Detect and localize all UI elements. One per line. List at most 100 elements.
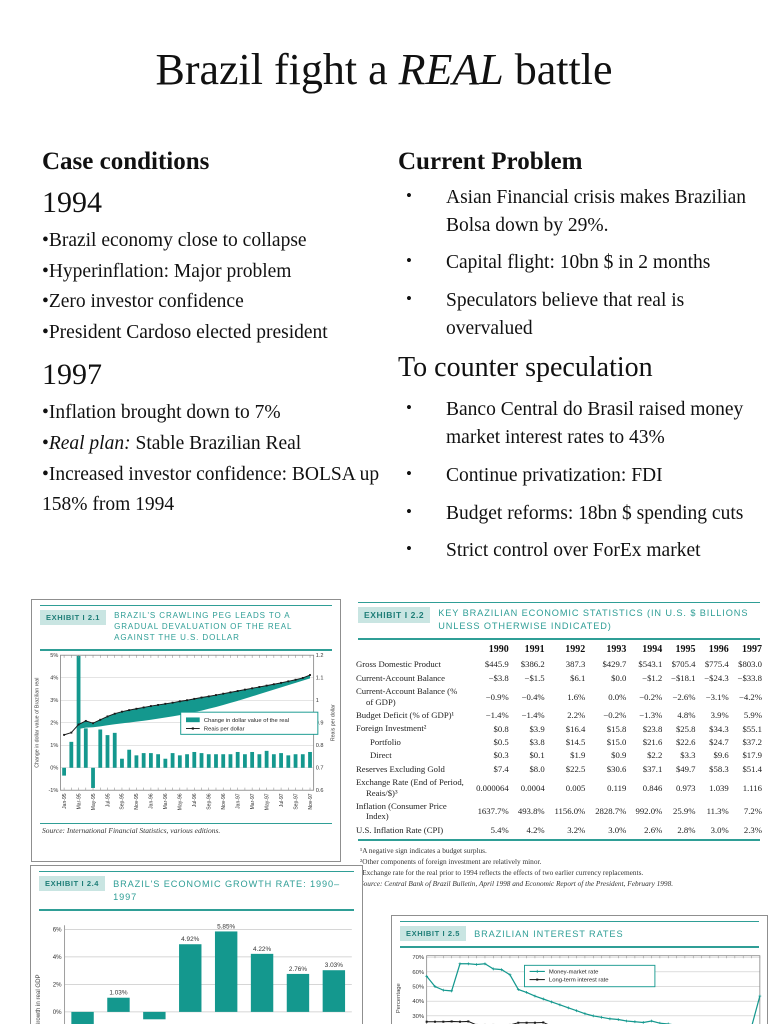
table-cell: 2.6% bbox=[644, 824, 663, 835]
growth-bars bbox=[71, 931, 346, 1024]
y-tick-labels: 70%60%50%40%30%20% bbox=[412, 955, 425, 1020]
table-cell: $8.0 bbox=[529, 763, 545, 774]
svg-text:40%: 40% bbox=[412, 999, 425, 1005]
row-label: Portfolio bbox=[370, 736, 401, 747]
axis-ticks bbox=[63, 654, 311, 790]
current-problem-heading: Current Problem bbox=[398, 148, 583, 175]
table-cell: $55.1 bbox=[742, 723, 762, 734]
exhibit-tag: EXHIBIT I 2.4 bbox=[39, 876, 106, 891]
case-conditions-column: Case conditions 1994 •Brazil economy clos… bbox=[42, 148, 386, 521]
year-header: 1993 bbox=[606, 643, 627, 655]
table-footnotes: ¹A negative sign indicates a budget surp… bbox=[350, 841, 768, 890]
counter-speculation-bullets: • Banco Central do Brasil raised money ma… bbox=[398, 396, 758, 564]
svg-text:Sep-95: Sep-95 bbox=[120, 793, 126, 809]
svg-text:Jan-96: Jan-96 bbox=[149, 793, 155, 809]
row-label: Inflation (Consumer Price Index) bbox=[356, 800, 447, 822]
legend: Money-market rate Long-term interest rate bbox=[524, 964, 656, 988]
row-label: Exchange Rate (End of Period, Reais/$)³ bbox=[356, 777, 464, 798]
table-cell: 0.005 bbox=[565, 782, 586, 793]
economic-statistics-table: 1990 1991 1992 1993 1994 1995 1996 1997 Gross Do… bbox=[354, 640, 764, 837]
plot: 5%4%3%2%1%0%-1%1.21.110.90.80.70.6Jan-95… bbox=[34, 653, 336, 810]
svg-text:4%: 4% bbox=[50, 675, 58, 681]
table-cell: $49.7 bbox=[675, 763, 696, 774]
table-cell: $0.8 bbox=[493, 723, 509, 734]
exhibit-tag: EXHIBIT I 2.1 bbox=[40, 610, 107, 625]
current-problem-column: Current Problem • Asian Financial crisis … bbox=[398, 148, 758, 575]
bullet-item: • Budget reforms: 18bn $ spending cuts bbox=[398, 500, 758, 528]
exhibit-tag: EXHIBIT I 2.5 bbox=[400, 926, 467, 941]
corner-cell bbox=[354, 640, 468, 658]
divider bbox=[358, 838, 760, 841]
table-cell: 3.0% bbox=[608, 824, 627, 835]
table-cell: $15.0 bbox=[606, 737, 627, 747]
year-header: 1992 bbox=[565, 643, 586, 655]
table-cell: $386.2 bbox=[520, 659, 545, 670]
svg-text:1.03%: 1.03% bbox=[109, 989, 127, 996]
table-cell: $22.5 bbox=[565, 763, 586, 774]
table-cell: 1.116 bbox=[742, 782, 762, 793]
bullet-item: • Banco Central do Brasil raised money ma… bbox=[398, 396, 758, 451]
svg-text:May-96: May-96 bbox=[178, 793, 184, 810]
svg-text:Nov-95: Nov-95 bbox=[134, 793, 140, 809]
svg-text:Sep-96: Sep-96 bbox=[207, 793, 213, 809]
year-header: 1997 bbox=[742, 643, 762, 655]
interest-rates-chart: 70%60%50%40%30%20% Money-market rateLong-… bbox=[396, 955, 762, 1024]
bullet-item: • Speculators believe that real is overva… bbox=[398, 287, 758, 342]
svg-text:Jul-96: Jul-96 bbox=[192, 793, 198, 807]
table-cell: 4.2% bbox=[526, 824, 545, 835]
year-header: 1994 bbox=[642, 643, 663, 655]
table-cell: 0.000064 bbox=[476, 782, 509, 793]
exhibit-crawling-peg: EXHIBIT I 2.1 BRAZIL'S CRAWLING PEG LEAD… bbox=[31, 599, 341, 862]
table-cell: −0.9% bbox=[485, 691, 509, 702]
svg-text:6%: 6% bbox=[53, 926, 62, 933]
table-cell: $543.1 bbox=[638, 659, 663, 670]
table-cell: 0.846 bbox=[642, 782, 663, 793]
growth-rate-chart: 6%4%2%0%-2%1.03%-0.54%4.92%5.85%4.22%2.7… bbox=[35, 923, 352, 1024]
table-cell: $429.7 bbox=[602, 659, 627, 670]
year-heading: 1997 bbox=[42, 358, 102, 392]
table-cell: 5.9% bbox=[743, 710, 762, 721]
year-header: 1991 bbox=[524, 643, 545, 655]
year-header: 1995 bbox=[675, 643, 696, 655]
table-cell: −0.2% bbox=[639, 691, 663, 702]
table-cell: $58.3 bbox=[709, 763, 729, 774]
bullet-item: •Real plan: Stable Brazilian Real bbox=[42, 433, 302, 455]
svg-text:0%: 0% bbox=[53, 1009, 62, 1016]
table-cell: 5.4% bbox=[490, 824, 509, 835]
table-cell: $17.9 bbox=[742, 750, 762, 761]
bullet-text: Strict control over ForEx market bbox=[446, 540, 701, 562]
table-cell: 2.3% bbox=[743, 824, 762, 835]
table-cell: $0.5 bbox=[493, 737, 509, 747]
table-cell: −1.4% bbox=[521, 710, 545, 721]
svg-text:2%: 2% bbox=[50, 720, 58, 726]
series-markers-0 bbox=[425, 962, 762, 1024]
plot: 6%4%2%0%-2%1.03%-0.54%4.92%5.85%4.22%2.7… bbox=[35, 923, 352, 1024]
table-cell: $0.0 bbox=[611, 672, 627, 683]
row-label: Current-Account Balance bbox=[356, 672, 446, 683]
table-row: Direct $0.3 $0.1 $1.9 $0.9 $2.2 $3.3 $9.6 $17.9 bbox=[354, 749, 764, 762]
svg-text:-1%: -1% bbox=[48, 788, 58, 794]
svg-text:Change in dollar value of the: Change in dollar value of the real bbox=[204, 718, 289, 724]
table-row: U.S. Inflation Rate (CPI) 5.4% 4.2% 3.2% 3.0… bbox=[354, 823, 764, 836]
table-cell: 387.3 bbox=[565, 659, 586, 670]
title-emphasis: REAL bbox=[398, 45, 504, 94]
svg-text:1%: 1% bbox=[50, 743, 58, 749]
case-conditions-heading: Case conditions bbox=[42, 148, 210, 175]
plot: 70%60%50%40%30%20% Money-market rateLong-… bbox=[396, 955, 762, 1024]
right-tick-labels: 1.2 1.1 1 0.9 0.8 0.7 0.6 bbox=[316, 653, 324, 794]
table-cell: $30.6 bbox=[606, 763, 627, 774]
exhibit-source: Source: Central Bank of Brazil Bulletin,… bbox=[360, 879, 674, 889]
table-row: Budget Deficit (% of GDP)¹ −1.4% −1.4% 2.2%… bbox=[354, 708, 764, 721]
table-cell: $6.1 bbox=[570, 672, 586, 683]
current-problem-bullets: • Asian Financial crisis makes Brazilian … bbox=[398, 184, 758, 342]
right-axis-title: Reais per dollar bbox=[331, 704, 337, 741]
svg-text:Mar-95: Mar-95 bbox=[76, 793, 82, 809]
bullet-dot: • bbox=[406, 463, 412, 483]
table-cell: 7.2% bbox=[743, 806, 762, 817]
table-cell: 1156.0% bbox=[554, 806, 586, 817]
svg-text:May-95: May-95 bbox=[91, 793, 97, 810]
bullet-item: • Strict control over ForEx market bbox=[398, 537, 758, 565]
table-cell: −3.1% bbox=[705, 691, 729, 702]
divider bbox=[358, 637, 760, 640]
